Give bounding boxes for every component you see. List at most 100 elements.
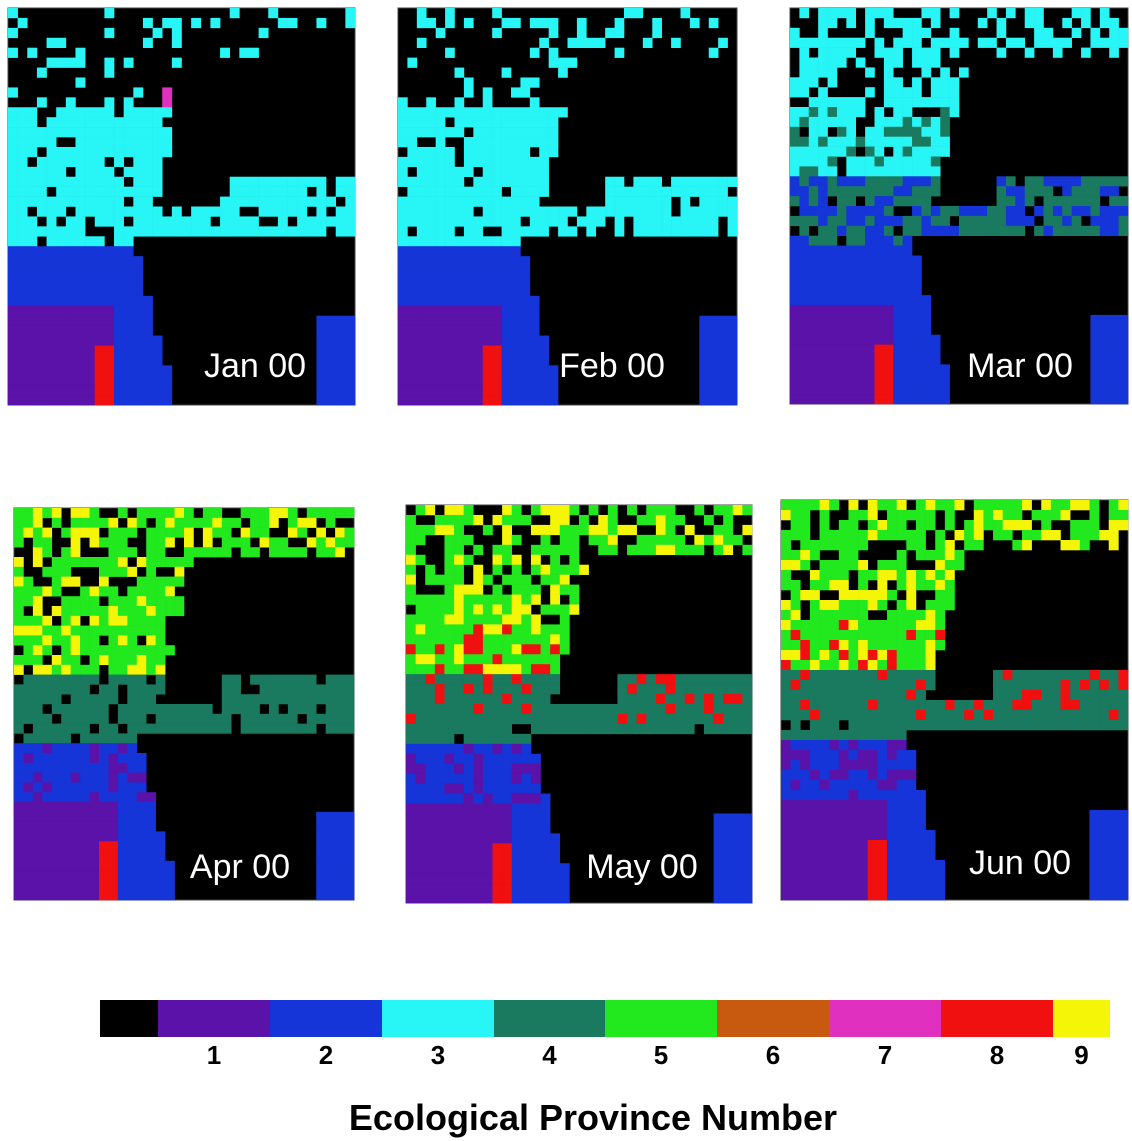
map-cell [14, 537, 24, 547]
map-cell [520, 137, 530, 147]
map-cell [23, 890, 33, 900]
map-cell [455, 167, 465, 177]
map-cell [483, 306, 493, 316]
map-cell [143, 226, 153, 236]
map-cell [615, 207, 625, 217]
map-cell [887, 850, 897, 860]
map-cell [464, 674, 474, 684]
map-cell [71, 665, 81, 675]
map-cell [326, 684, 336, 694]
map-cell [406, 764, 416, 774]
map-cell [950, 226, 960, 236]
map-cell [502, 823, 512, 833]
map-cell [1109, 176, 1119, 186]
map-cell [118, 831, 128, 841]
map-cell [714, 873, 724, 883]
map-cell [8, 385, 18, 395]
map-cell [541, 605, 551, 615]
map-cell [127, 812, 137, 822]
map-cell [837, 48, 847, 58]
map-cell [473, 863, 483, 873]
map-cell [893, 295, 903, 305]
map-cell [307, 684, 317, 694]
map-cell [288, 547, 298, 557]
map-cell [809, 147, 819, 157]
map-cell [75, 345, 85, 355]
map-cell [549, 207, 559, 217]
map-cell [858, 750, 868, 760]
map-cell [868, 810, 878, 820]
map-cell [18, 336, 28, 346]
map-cell [829, 670, 839, 680]
map-cell [454, 873, 464, 883]
map-cell [85, 316, 95, 326]
map-cell [162, 375, 172, 385]
map-cell [407, 345, 417, 355]
map-cell [175, 714, 185, 724]
map-cell [1080, 680, 1090, 690]
color-swatch [605, 1000, 717, 1037]
map-cell [810, 760, 820, 770]
map-cell [818, 18, 828, 28]
map-cell [646, 684, 656, 694]
map-cell [502, 167, 512, 177]
map-cell [118, 655, 128, 665]
map-cell [37, 385, 47, 395]
map-cell [865, 226, 875, 236]
map-cell [921, 67, 931, 77]
map-cell [828, 256, 838, 266]
map-cell [790, 196, 800, 206]
map-cell [742, 525, 752, 535]
map-cell [1015, 196, 1025, 206]
map-cell [877, 620, 887, 630]
map-cell [278, 18, 288, 28]
map-cell [336, 395, 346, 405]
map-cell [143, 18, 153, 28]
map-cell [531, 853, 541, 863]
map-cell [589, 714, 599, 724]
map-cell [790, 77, 800, 87]
map-cell [550, 714, 560, 724]
map-cell [820, 500, 830, 510]
map-cell [884, 256, 894, 266]
map-cell [848, 600, 858, 610]
map-cell [865, 166, 875, 176]
map-cell [464, 694, 474, 704]
map-cell [577, 28, 587, 38]
map-cell [27, 137, 37, 147]
map-cell [502, 724, 512, 734]
map-cell [530, 18, 540, 28]
map-cell [791, 840, 801, 850]
map-cell [316, 226, 326, 236]
map-cell [790, 186, 800, 196]
map-cell [903, 305, 913, 315]
map-cell [818, 246, 828, 256]
map-cell [104, 58, 114, 68]
map-cell [539, 336, 549, 346]
map-cell [921, 226, 931, 236]
map-cell [288, 508, 298, 518]
map-cell [493, 595, 503, 605]
map-cell [222, 518, 232, 528]
map-cell [435, 734, 445, 744]
map-cell [27, 236, 37, 246]
map-cell [520, 316, 530, 326]
map-cell [558, 207, 568, 217]
map-cell [66, 345, 76, 355]
map-cell [250, 675, 260, 685]
map-cell [345, 18, 355, 28]
map-cell [512, 794, 522, 804]
map-cell [865, 315, 875, 325]
map-cell [728, 336, 738, 346]
map-cell [33, 626, 43, 636]
map-cell [124, 276, 134, 286]
map-cell [444, 515, 454, 525]
map-cell [47, 365, 57, 375]
map-cell [935, 720, 945, 730]
map-cell [203, 547, 213, 557]
map-cell [66, 177, 76, 187]
map-cell [541, 644, 551, 654]
map-cell [42, 665, 52, 675]
map-cell [407, 286, 417, 296]
map-cell [906, 630, 916, 640]
